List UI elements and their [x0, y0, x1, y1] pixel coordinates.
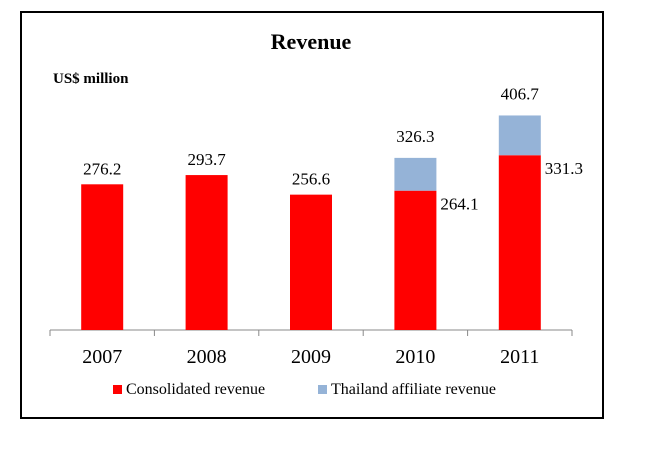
data-label-consolidated-2011: 331.3: [545, 159, 583, 178]
data-labels: 276.2 293.7 256.6 264.1 326.3 331.3 406.7: [83, 84, 583, 213]
legend: Consolidated revenue Thailand affiliate r…: [113, 381, 496, 398]
bars: [81, 115, 541, 330]
x-tick-label: 2008: [187, 346, 227, 368]
bar-consolidated-2011: [498, 155, 541, 330]
x-tick-label: 2011: [500, 346, 539, 368]
x-axis-ticks: 2007 2008 2009 2010 2011: [49, 330, 573, 368]
data-label-total-2010: 326.3: [396, 127, 434, 146]
legend-swatch-1: [318, 385, 327, 394]
bar-thailand-affiliate-2010: [394, 157, 437, 191]
data-label-consolidated-2007: 276.2: [83, 159, 121, 178]
legend-swatch-0: [113, 385, 122, 394]
chart-frame: [20, 11, 604, 419]
unit-label: US$ million: [53, 71, 129, 87]
data-label-consolidated-2010: 264.1: [440, 195, 478, 214]
legend-label-0: Consolidated revenue: [126, 381, 265, 398]
legend-label-1: Thailand affiliate revenue: [331, 381, 496, 398]
data-label-consolidated-2008: 293.7: [187, 150, 226, 169]
data-label-consolidated-2009: 256.6: [292, 170, 330, 189]
x-tick-label: 2007: [82, 346, 122, 368]
chart-title: Revenue: [271, 29, 352, 54]
bar-consolidated-2009: [290, 194, 332, 330]
bar-thailand-affiliate-2011: [498, 115, 541, 156]
bar-consolidated-2007: [81, 184, 124, 330]
bar-consolidated-2008: [185, 175, 228, 330]
x-tick-label: 2009: [291, 346, 331, 368]
data-label-total-2011: 406.7: [501, 84, 540, 103]
x-tick-label: 2010: [395, 346, 435, 368]
bar-consolidated-2010: [394, 190, 437, 330]
